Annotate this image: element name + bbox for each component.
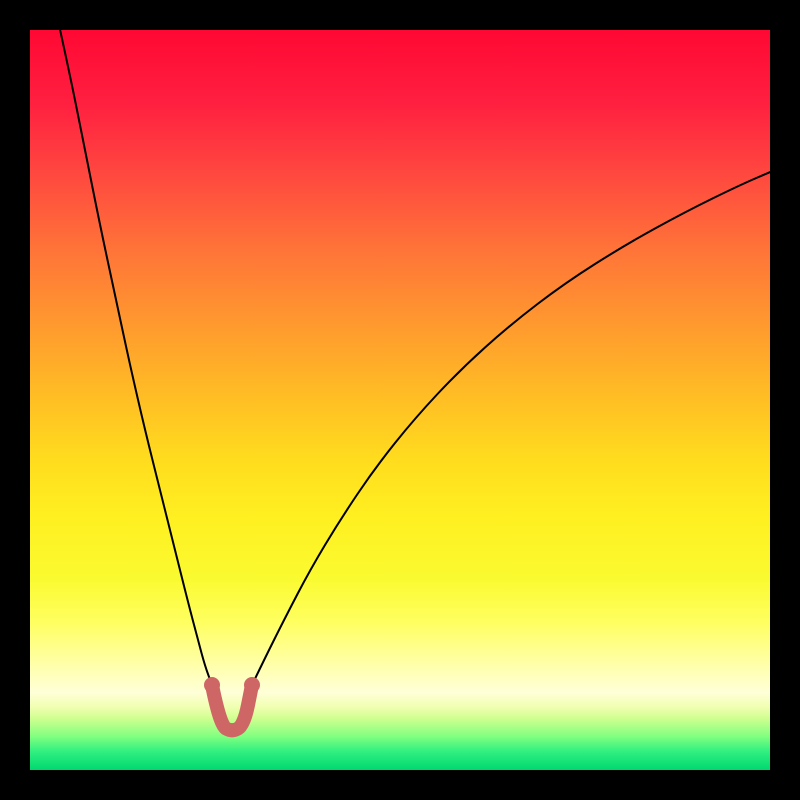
- marker-dot: [204, 677, 220, 693]
- marker-u-path: [212, 685, 252, 730]
- curve-svg-layer: [30, 30, 770, 770]
- chart-container: TheBottleneck.com: [0, 0, 800, 800]
- plot-area: [30, 30, 770, 770]
- marker-u-dots: [204, 677, 260, 693]
- marker-dot: [244, 677, 260, 693]
- curve-right: [252, 170, 770, 685]
- curve-left: [59, 30, 212, 685]
